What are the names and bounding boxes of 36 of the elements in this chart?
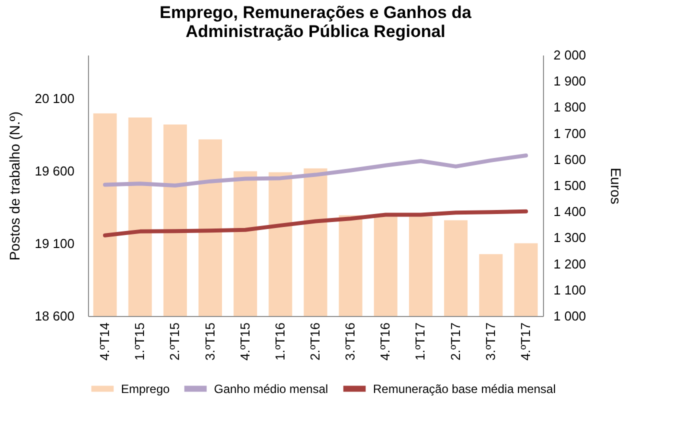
line-series [103,209,528,238]
chart-title: Emprego, Remunerações e Ganhos da Administração Pública Regional [160,3,472,41]
x-tick-label: 1.ºT15 [132,322,148,360]
x-tick-label: 4.ºT14 [97,322,112,360]
legend-label: Remuneração base média mensal [373,382,556,396]
legend-label: Ganho médio mensal [214,382,328,396]
y-axis-title: Postos de trabalho (N.º) [6,111,23,261]
y2-tick-label: 1 300 [554,230,586,246]
x-tick-label: 4.ºT15 [237,322,252,360]
x-tick-label: 1.ºT16 [272,322,288,360]
y-tick-label: 19 600 [34,164,74,178]
x-tick-label: 2.ºT17 [448,322,463,360]
x-tick-label: 3.ºT16 [342,322,358,360]
y2-tick-label: 1 900 [554,74,586,89]
x-tick-label: 1.ºT17 [412,322,428,360]
x-tick-label: 4.ºT17 [518,322,533,360]
y2-tick-label: 1 700 [554,126,586,141]
x-tick-label: 3.ºT17 [482,322,498,360]
x-tick-label: 2.ºT15 [167,322,182,360]
y2-tick-label: 1 400 [554,204,586,220]
y2-tick-label: 1 200 [554,256,586,272]
x-tick-label: 2.ºT16 [308,322,322,360]
y2-tick-label: 1 100 [554,282,586,298]
y2-tick-label: 1 800 [554,100,586,115]
x-tick-label: 3.ºT15 [202,322,218,360]
y2-axis-title: Euros [608,168,624,204]
x-tick-label: 4.ºT16 [378,322,393,360]
y2-tick-label: 2 000 [554,48,586,62]
y-tick-label: 19 100 [34,236,74,251]
y2-tick-label: 1 500 [554,178,586,193]
y2-tick-label: 1 600 [554,152,586,167]
line-series [103,153,528,188]
y-tick-label: 20 100 [34,91,74,106]
y-tick-label: 18 600 [34,308,74,324]
legend-label: Emprego [121,382,170,396]
y2-tick-label: 1 000 [554,308,586,324]
